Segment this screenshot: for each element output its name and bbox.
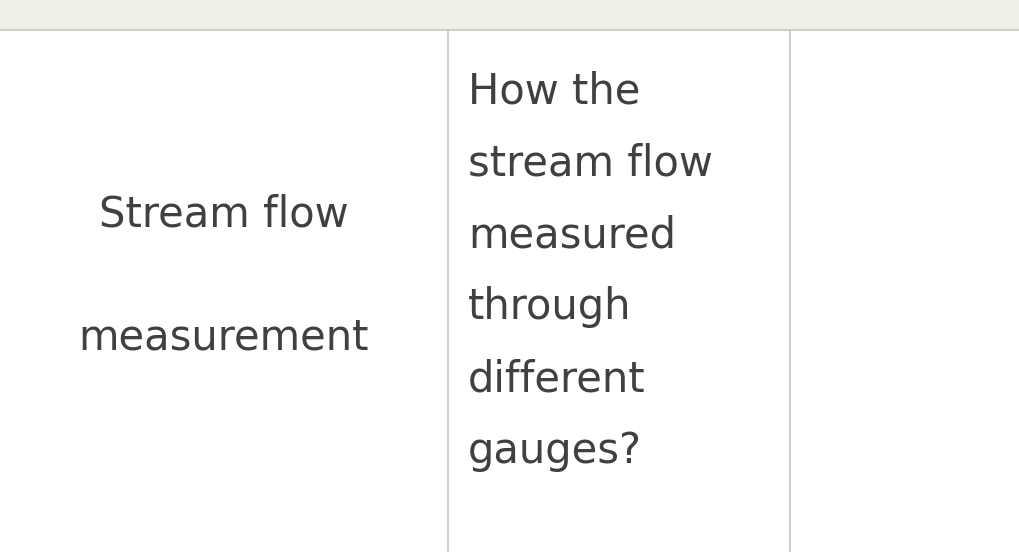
Bar (447, 30, 790, 552)
Text: through: through (468, 286, 631, 328)
Text: stream flow: stream flow (468, 142, 712, 184)
Bar (0, 30, 447, 552)
Bar (790, 30, 1019, 552)
Text: measured: measured (468, 214, 676, 256)
Text: gauges?: gauges? (468, 430, 641, 472)
Text: Stream flow

measurement: Stream flow measurement (78, 193, 369, 359)
Text: different: different (468, 358, 645, 400)
Text: How the: How the (468, 70, 640, 112)
